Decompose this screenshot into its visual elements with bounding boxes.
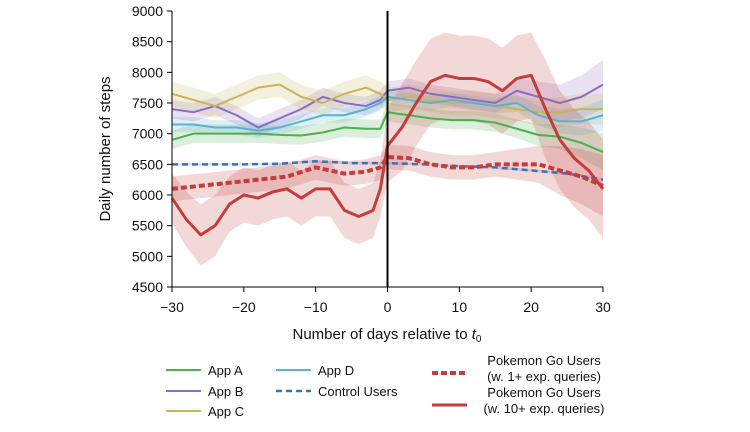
- x-tick-label: −20: [232, 299, 256, 315]
- legend-label-app-a: App A: [208, 363, 243, 378]
- y-tick-label: 4500: [132, 279, 163, 295]
- band-app-d: [172, 89, 603, 138]
- y-tick-label: 8500: [132, 34, 163, 50]
- y-tick-label: 9000: [132, 3, 163, 19]
- legend: App A App B App C App D Control Users Pokemon…: [166, 353, 605, 419]
- x-tick-label: −10: [304, 299, 328, 315]
- y-tick-label: 6000: [132, 187, 163, 203]
- line-app-a: [171, 111, 604, 153]
- y-tick-label: 7000: [132, 126, 163, 142]
- x-tick-label: 20: [523, 299, 539, 315]
- legend-label-pokemon-go-users-w-1-exp-queries: Pokemon Go Users (w. 1+ exp. queries): [487, 353, 601, 384]
- line-pokemon-go-users-w-10-exp-queries: [170, 73, 605, 237]
- band-app-a: [172, 103, 603, 171]
- legend-label-app-d: App D: [318, 363, 354, 378]
- legend-label-pokemon-go-users-w-10-exp-queries: Pokemon Go Users (w. 10+ exp. queries): [483, 385, 604, 416]
- legend-label-control-users: Control Users: [318, 384, 398, 399]
- legend-label-app-b: App B: [208, 384, 243, 399]
- x-tick-label: 30: [595, 299, 611, 315]
- line-pokemon-go-users-w-1-exp-queries: [171, 154, 604, 191]
- y-tick-label: 8000: [132, 64, 163, 80]
- line-app-b: [171, 83, 604, 129]
- y-tick-label: 5000: [132, 248, 163, 264]
- legend-label-app-c: App C: [208, 404, 244, 419]
- x-axis-label: Number of days relative to t0: [293, 326, 482, 345]
- y-tick-label: 7500: [132, 95, 163, 111]
- x-tick-label: 0: [384, 299, 392, 315]
- x-tick-label: −30: [160, 299, 184, 315]
- y-tick-label: 5500: [132, 218, 163, 234]
- axes: 4500 5000 5500 6000 6500 7000 7500 8000 8500 9000…: [132, 3, 611, 315]
- y-tick-label: 6500: [132, 156, 163, 172]
- line-app-d: [172, 95, 604, 132]
- x-tick-label: 10: [452, 299, 468, 315]
- y-axis-label: Daily number of steps: [97, 76, 114, 221]
- line-app-c: [171, 83, 603, 114]
